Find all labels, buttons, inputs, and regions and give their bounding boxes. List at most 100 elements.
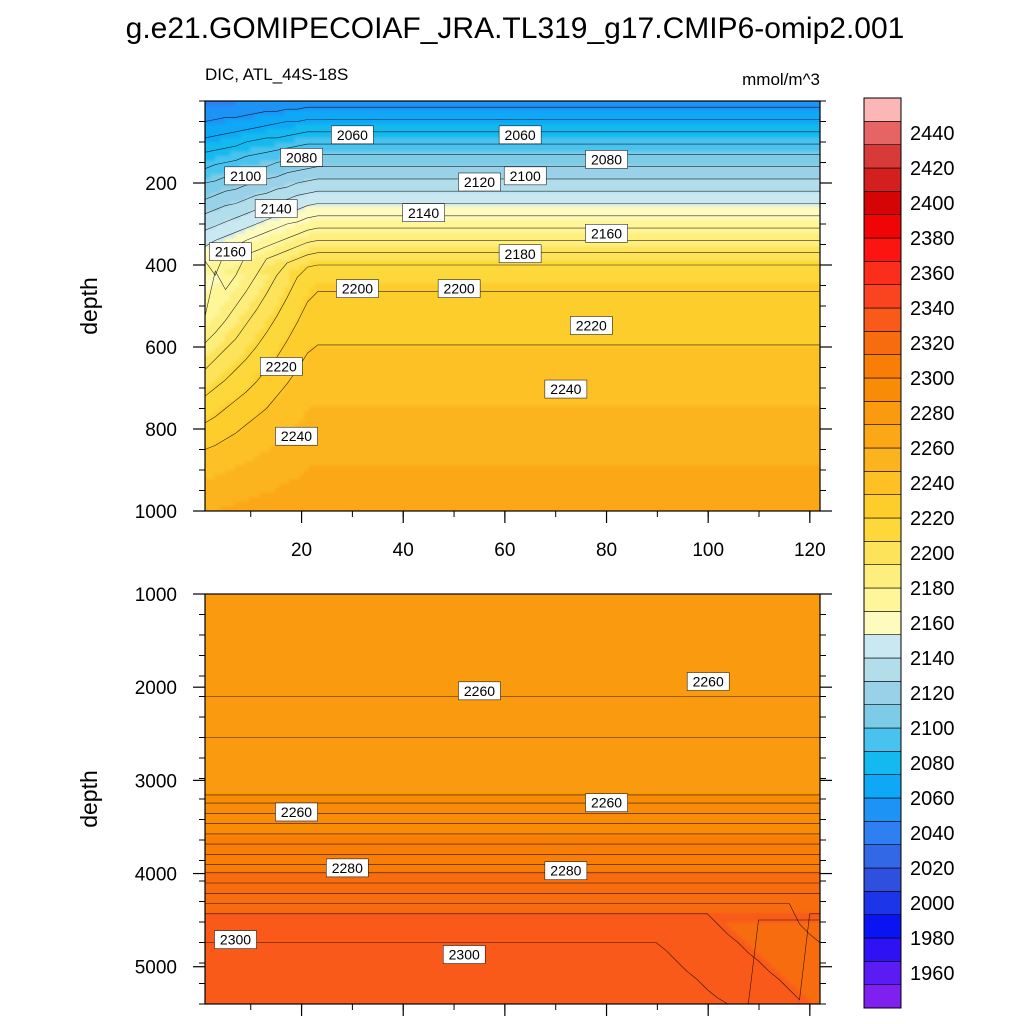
units-label: mmol/m^3 — [742, 70, 820, 89]
contour-label-text: 2060 — [505, 127, 536, 143]
upper-contour-label: 2240 — [275, 426, 318, 446]
lower-y-tick-label: 3000 — [135, 771, 177, 792]
colorbar-label: 2280 — [910, 403, 955, 425]
upper-x-tick-label: 100 — [692, 540, 724, 561]
upper-contours — [204, 106, 820, 450]
colorbar-swatch — [863, 867, 902, 892]
contour-label-text: 2280 — [332, 860, 363, 876]
colorbar-label: 2160 — [910, 613, 955, 635]
colorbar-swatch — [863, 587, 902, 612]
upper-x-tick-label: 60 — [494, 540, 515, 561]
colorbar-swatch — [863, 471, 902, 495]
upper-contour-label: 2140 — [402, 203, 445, 222]
lower-field — [205, 594, 820, 1004]
contour-label-text: 2260 — [281, 804, 312, 820]
contour-label-text: 2180 — [505, 246, 536, 262]
colorbar-swatch — [863, 564, 902, 589]
contour-label-text: 2160 — [215, 244, 246, 260]
upper-contour-line — [204, 240, 820, 344]
contour-label-text: 2160 — [591, 225, 622, 241]
colorbar-swatch — [863, 354, 902, 379]
colorbar-swatch — [863, 424, 902, 449]
upper-y-tick-label: 600 — [145, 338, 177, 359]
contour-label-text: 2300 — [449, 947, 480, 963]
colorbar-label: 2300 — [910, 368, 955, 390]
colorbar-label: 2200 — [910, 543, 955, 565]
colorbar-label: 2180 — [910, 578, 955, 600]
colorbar-label: 2100 — [910, 718, 955, 740]
colorbar-swatch — [863, 97, 902, 122]
upper-contour-label: 2140 — [254, 199, 298, 218]
colorbar-swatch — [863, 517, 902, 542]
colorbar-label: 2360 — [910, 263, 955, 285]
upper-x-tick-label: 80 — [596, 540, 617, 561]
upper-contour-label: 2100 — [224, 166, 267, 186]
lower-contour-label: 2280 — [544, 861, 588, 880]
colorbar-swatch — [863, 167, 902, 192]
colorbar-label: 2240 — [910, 473, 955, 495]
colorbar-label: 2420 — [910, 158, 955, 180]
upper-contour-line — [204, 190, 820, 231]
lower-panel: 1000 2000 3000 4000 5000 depth 2260 2260 2260 226… — [76, 585, 832, 1016]
contour-label-text: 2260 — [591, 795, 622, 811]
colorbar-swatch — [863, 611, 902, 635]
colorbar-label: 1980 — [910, 928, 955, 950]
contour-label-text: 2120 — [464, 174, 495, 190]
colorbar-label: 2140 — [910, 648, 955, 670]
contour-label-text: 2220 — [576, 318, 607, 334]
upper-contour-line — [204, 291, 820, 424]
upper-contour-label: 2160 — [209, 242, 252, 261]
colorbar-swatch — [863, 307, 902, 332]
upper-contour-label: 2060 — [331, 125, 374, 145]
contour-label-text: 2100 — [510, 168, 541, 184]
contour-label-text: 2080 — [286, 149, 317, 165]
colorbar-swatch — [863, 657, 902, 682]
upper-x-tick-label: 20 — [291, 540, 312, 561]
contour-label-text: 2140 — [408, 205, 439, 221]
colorbar-swatch — [863, 727, 902, 752]
colorbar-swatch — [863, 144, 902, 169]
contour-label-text: 2200 — [444, 281, 475, 297]
upper-panel: 20 40 60 80 100 120 200 400 600 800 1000 depth 2060 2… — [76, 100, 832, 561]
variable-label: DIC, ATL_44S-18S — [205, 65, 348, 84]
lower-contour-label: 2260 — [686, 672, 730, 691]
upper-contour-line — [204, 106, 820, 122]
colorbar-swatch — [863, 214, 902, 239]
colorbar-label: 2340 — [910, 298, 955, 320]
colorbar-swatch — [863, 821, 902, 845]
colorbar-swatch — [863, 984, 902, 1009]
upper-contour-label: 2220 — [259, 357, 303, 376]
contour-label-text: 2300 — [220, 932, 251, 948]
colorbar-swatch — [863, 914, 902, 939]
colorbar-swatch — [863, 774, 902, 799]
chart-title: g.e21.GOMIPECOIAF_JRA.TL319_g17.CMIP6-om… — [126, 12, 905, 45]
contour-label-text: 2140 — [261, 201, 292, 217]
contour-label-text: 2260 — [464, 683, 495, 699]
colorbar-swatch — [863, 937, 902, 962]
colorbar-swatch — [863, 284, 902, 309]
upper-contour-label: 2200 — [437, 279, 481, 298]
colorbar-swatch — [863, 191, 902, 215]
lower-y-tick-label: 2000 — [135, 678, 177, 699]
colorbar-swatch — [863, 494, 902, 519]
colorbar-label: 2060 — [910, 788, 955, 810]
upper-y-tick-label: 200 — [145, 174, 177, 195]
upper-contour-label: 2220 — [570, 316, 613, 335]
lower-contour-label: 2300 — [442, 945, 486, 964]
upper-y-axis-label: depth — [76, 277, 102, 335]
contour-label-text: 2240 — [281, 428, 312, 444]
colorbar-swatch — [863, 541, 902, 565]
colorbar-swatch — [863, 121, 902, 145]
colorbar-label: 2220 — [910, 508, 955, 530]
lower-contour-line — [205, 903, 821, 943]
lower-contour-line — [205, 919, 820, 1005]
colorbar-label: 2040 — [910, 823, 955, 845]
contour-label-text: 2260 — [693, 674, 724, 690]
colorbar-swatch — [863, 844, 902, 869]
upper-contour-label: 2200 — [336, 279, 379, 298]
colorbar-swatch — [863, 261, 902, 285]
lower-contour-line — [205, 913, 820, 1001]
upper-contour-label: 2240 — [544, 379, 588, 399]
lower-contour-label: 2260 — [275, 802, 318, 822]
